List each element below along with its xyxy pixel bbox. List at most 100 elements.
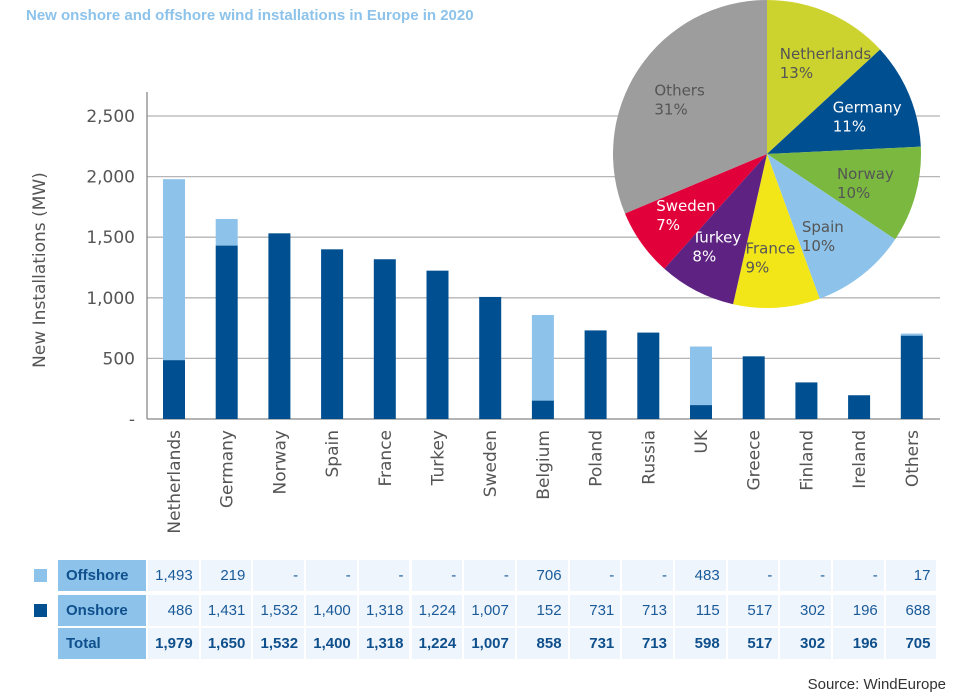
bar-onshore-ireland: [848, 395, 871, 419]
pie-percent: 31%: [654, 101, 687, 119]
pie-percent: 7%: [656, 216, 680, 234]
pie-percent: 10%: [802, 237, 835, 255]
table-cell: 1,431: [200, 595, 252, 626]
table-cell: 196: [833, 595, 884, 626]
table-cell: 1,979: [148, 628, 199, 659]
table-cell: 1,318: [358, 595, 410, 626]
table-cell: 1,007: [464, 595, 515, 626]
table-cell: 302: [780, 628, 832, 659]
table-cell: 115: [675, 595, 726, 626]
pie-label: Germany: [833, 99, 902, 117]
y-tick-label: -: [129, 410, 135, 430]
table-cell: -: [464, 560, 515, 591]
bar-onshore-belgium: [531, 400, 554, 419]
y-tick-label: 500: [103, 349, 135, 369]
table-cell: 152: [516, 595, 568, 626]
table-cell: 713: [622, 628, 673, 659]
x-tick-label: Finland: [797, 430, 817, 491]
bar-offshore-germany: [215, 219, 238, 246]
table-cell: 1,400: [306, 628, 357, 659]
pie-label: France: [745, 239, 795, 257]
table-cell: 486: [148, 595, 199, 626]
bar-onshore-spain: [321, 249, 344, 419]
table-cell: 302: [780, 595, 832, 626]
pie-slice-france: [733, 154, 820, 308]
row-label: Onshore: [58, 595, 146, 626]
pie-label: Turkey: [691, 228, 741, 246]
x-tick-label: Ireland: [850, 430, 870, 489]
table-cell: -: [780, 560, 832, 591]
bar-onshore-greece: [742, 356, 765, 419]
table-cell: 705: [885, 628, 937, 659]
pie-label: Spain: [802, 218, 844, 236]
bar-onshore-france: [373, 259, 396, 419]
bar-onshore-poland: [584, 330, 607, 419]
table-cell: 517: [727, 628, 779, 659]
x-tick-label: Turkey: [429, 430, 449, 486]
x-tick-label: UK: [692, 429, 712, 453]
bar-offshore-belgium: [531, 315, 554, 401]
bar-onshore-sweden: [479, 296, 502, 419]
pie-slice-spain: [767, 154, 896, 299]
table-cell: 598: [675, 628, 726, 659]
bar-onshore-russia: [637, 332, 660, 419]
bar-onshore-turkey: [426, 270, 449, 419]
pie-label: Netherlands: [780, 45, 872, 63]
pie-slice-sweden: [624, 154, 767, 269]
table-cell: 1,007: [464, 628, 515, 659]
pie-slice-germany: [767, 49, 921, 154]
offshore-legend-swatch: [34, 569, 47, 582]
table-cell: -: [358, 560, 410, 591]
table-cell: 1,650: [200, 628, 252, 659]
table-cell: -: [569, 560, 621, 591]
bar-offshore-netherlands: [163, 179, 185, 361]
table-cell: 1,224: [411, 595, 463, 626]
table-cell: 196: [833, 628, 884, 659]
pie-slice-turkey: [664, 154, 767, 305]
table-cell: 17: [885, 560, 937, 591]
y-tick-label: 1,000: [86, 289, 135, 309]
pie-label: Norway: [837, 165, 894, 183]
x-tick-label: Germany: [218, 430, 238, 508]
table-cell: 713: [622, 595, 673, 626]
pie-percent: 11%: [833, 118, 866, 136]
x-tick-label: Russia: [639, 430, 659, 485]
table-cell: 688: [885, 595, 937, 626]
chart-title: New onshore and offshore wind installati…: [26, 7, 474, 24]
table-cell: 1,224: [411, 628, 463, 659]
y-axis-label: New Installations (MW): [30, 172, 50, 368]
y-tick-label: 2,500: [86, 107, 135, 127]
source-note: Source: WindEurope: [807, 676, 946, 693]
bar-offshore-uk: [690, 346, 712, 406]
table-cell: 1,318: [358, 628, 410, 659]
pie-label: Others: [654, 82, 705, 100]
bar-onshore-others: [900, 335, 923, 419]
row-label: Offshore: [58, 560, 146, 591]
x-tick-label: Belgium: [534, 430, 554, 500]
x-tick-label: Norway: [270, 430, 290, 495]
y-tick-label: 2,000: [86, 168, 135, 188]
table-cell: 706: [516, 560, 568, 591]
onshore-legend-swatch: [34, 604, 47, 617]
y-tick-label: 1,500: [86, 228, 135, 248]
table-cell: 1,493: [148, 560, 199, 591]
table-cell: 1,532: [253, 628, 305, 659]
pie-slice-netherlands: [767, 0, 881, 154]
x-tick-label: Sweden: [481, 430, 501, 497]
table-cell: -: [306, 560, 357, 591]
pie-percent: 13%: [780, 64, 813, 82]
bar-onshore-norway: [268, 233, 291, 419]
pie-percent: 8%: [692, 247, 716, 265]
table-cell: 731: [569, 595, 621, 626]
bar-onshore-uk: [690, 405, 712, 419]
pie-percent: 10%: [837, 184, 870, 202]
table-cell: 1,532: [253, 595, 305, 626]
pie-percent: 9%: [745, 258, 769, 276]
x-tick-label: Greece: [745, 430, 765, 491]
x-tick-label: Netherlands: [165, 430, 185, 534]
x-tick-label: Spain: [323, 430, 343, 478]
x-tick-label: Poland: [587, 430, 607, 487]
pie-label: Sweden: [656, 197, 715, 215]
bar-onshore-germany: [215, 245, 238, 419]
